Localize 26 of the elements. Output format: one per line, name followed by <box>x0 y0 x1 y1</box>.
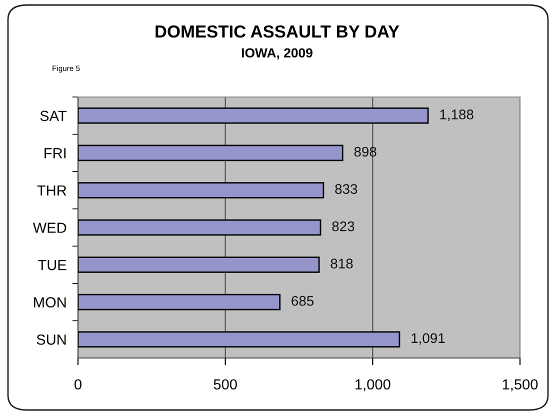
data-label: 1,091 <box>412 333 445 345</box>
x-tick-label: 0 <box>74 379 82 390</box>
y-tick-label: TUE <box>38 260 66 270</box>
data-label: 823 <box>332 221 354 232</box>
bar <box>78 219 322 236</box>
bar <box>78 294 281 310</box>
x-tick-label: 1,500 <box>502 379 538 392</box>
y-tick-label: SUN <box>36 334 66 345</box>
x-tick-label: 500 <box>214 379 237 390</box>
y-tick-label: SAT <box>40 110 67 122</box>
bar <box>78 182 324 198</box>
x-tick-label: 1,000 <box>356 379 390 392</box>
chart-title: DOMESTIC ASSAULT BY DAY <box>156 25 400 38</box>
bar <box>78 331 400 348</box>
y-tick-label: THR <box>37 185 66 196</box>
y-tick-label: WED <box>32 222 66 233</box>
bar <box>78 256 320 273</box>
y-tick-label: MON <box>34 297 66 308</box>
data-label: 1,188 <box>440 110 474 122</box>
bar <box>78 144 344 162</box>
data-label: 818 <box>330 258 353 269</box>
chart-subtitle: IOWA, 2009 <box>242 48 312 60</box>
data-label: 833 <box>335 184 358 194</box>
data-label: 685 <box>292 296 314 306</box>
bar <box>78 107 429 124</box>
y-tick-label: FRI <box>44 148 66 158</box>
